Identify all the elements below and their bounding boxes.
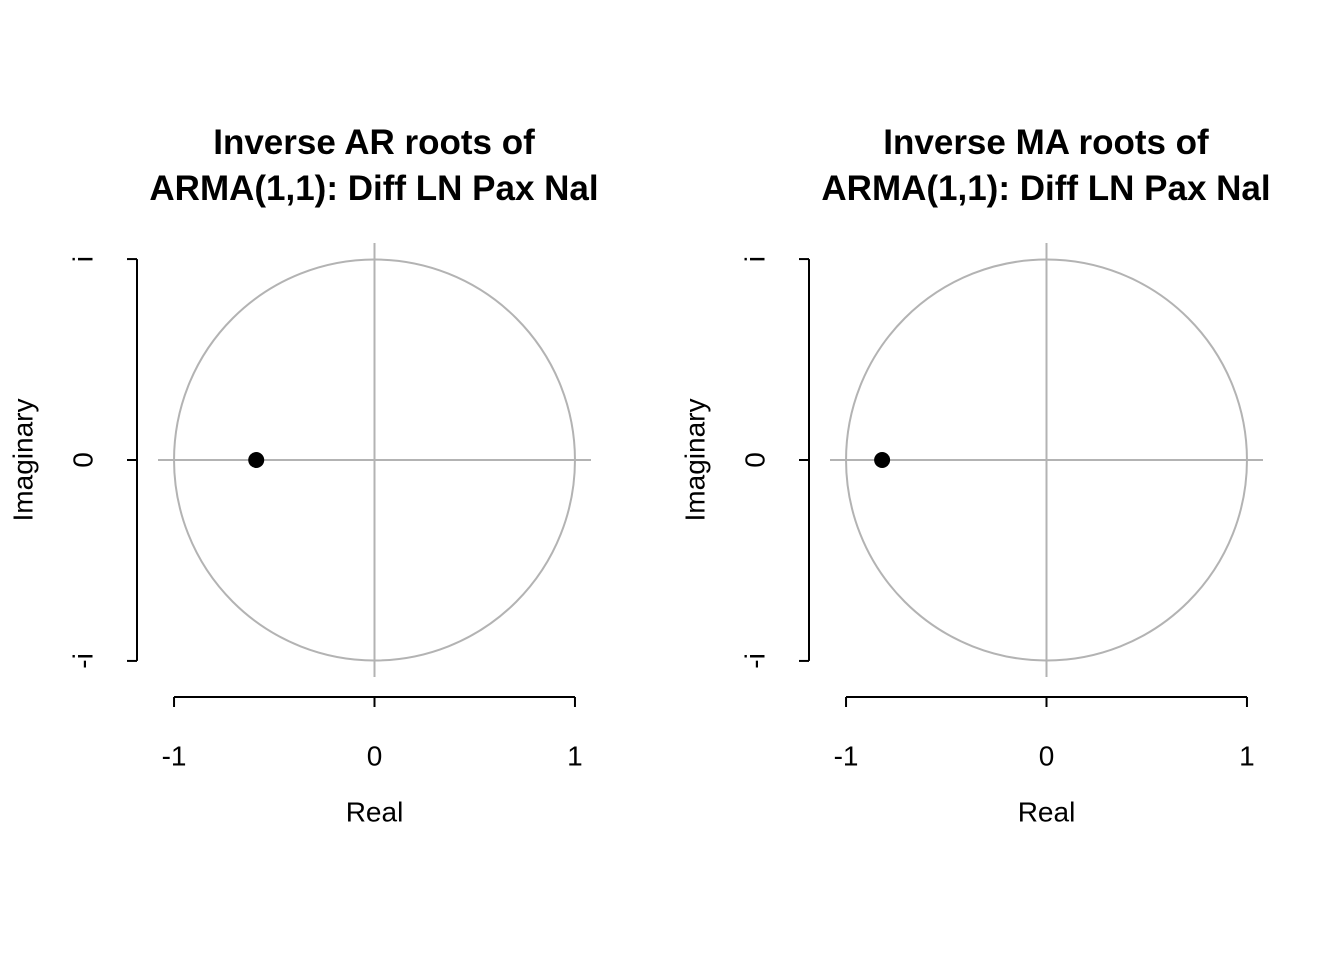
x-tick-label: -1 [162, 740, 187, 771]
x-tick-label: 1 [567, 740, 583, 771]
y-axis-label: Imaginary [679, 399, 710, 522]
y-tick-label: i [739, 256, 770, 262]
x-tick-label: -1 [834, 740, 859, 771]
x-axis-label: Real [346, 796, 404, 827]
y-tick-label: 0 [67, 452, 98, 468]
y-tick-label: -i [739, 653, 770, 669]
unit-circle [173, 258, 576, 662]
y-axis-label: Imaginary [7, 399, 38, 522]
y-tick-label: 0 [739, 452, 770, 468]
x-tick-label: 0 [367, 740, 383, 771]
chart-title: Inverse MA roots of ARMA(1,1): Diff LN P… [821, 123, 1271, 208]
y-tick-label: -i [67, 653, 98, 669]
root-point [248, 452, 265, 468]
chart-title: Inverse AR roots of ARMA(1,1): Diff LN P… [149, 123, 599, 208]
unit-circle [845, 258, 1248, 662]
x-axis-label: Real [1018, 796, 1076, 827]
y-tick-label: i [67, 256, 98, 262]
x-tick-label: 1 [1239, 740, 1255, 771]
root-point [874, 452, 891, 468]
x-tick-label: 0 [1039, 740, 1055, 771]
